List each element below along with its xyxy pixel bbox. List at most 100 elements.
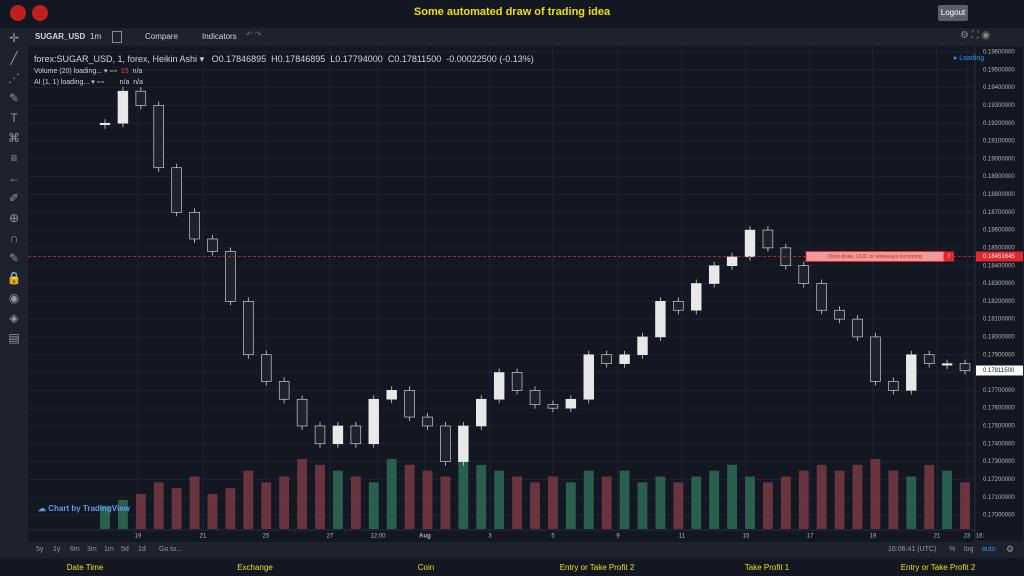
volume-bar bbox=[547, 476, 558, 529]
y-tick-label: 0.19100000 bbox=[983, 139, 1015, 145]
settings-icon[interactable]: ⚙ bbox=[1006, 544, 1015, 554]
logo-icon[interactable] bbox=[32, 5, 48, 21]
candle-body bbox=[726, 256, 738, 266]
log-toggle[interactable]: log bbox=[964, 546, 974, 553]
chart-type-button[interactable] bbox=[112, 31, 122, 43]
x-tick-label: 21 bbox=[200, 534, 207, 540]
compare-button[interactable]: Compare bbox=[145, 32, 178, 41]
legend-high: H0.17846895 bbox=[271, 54, 326, 64]
range-button[interactable]: 1d bbox=[138, 546, 146, 553]
candle-body bbox=[798, 265, 809, 284]
volume-bar bbox=[565, 482, 576, 529]
y-tick-label: 0.18500000 bbox=[983, 245, 1015, 251]
volume-bar bbox=[619, 470, 630, 529]
footer: Date Time Exchange Coin Entry or Take Profi… bbox=[0, 558, 1024, 576]
y-tick-label: 0.18700000 bbox=[983, 210, 1015, 216]
symbol-input[interactable]: SUGAR_USD bbox=[35, 32, 86, 41]
candle-body bbox=[691, 283, 702, 311]
legend-change: -0.00022500 (-0.13%) bbox=[446, 54, 534, 64]
clock: 16:06:41 (UTC) bbox=[888, 546, 937, 553]
volume-bar bbox=[780, 476, 791, 529]
volume-bar bbox=[601, 476, 612, 529]
settings-buttons[interactable]: ⚙ ⛶ ◉ bbox=[960, 30, 991, 41]
price-line-label: 0.18451645 bbox=[983, 254, 1015, 260]
range-button[interactable]: 5d bbox=[121, 546, 129, 553]
y-tick-label: 0.17400000 bbox=[983, 441, 1015, 447]
volume-bar bbox=[297, 459, 308, 529]
candle-body bbox=[386, 390, 397, 400]
candle-body bbox=[368, 398, 379, 445]
volume-bar bbox=[279, 476, 290, 529]
x-tick-label: 11 bbox=[679, 534, 686, 540]
volume-bar bbox=[315, 464, 325, 529]
y-tick-label: 0.19600000 bbox=[983, 50, 1015, 56]
candle-body bbox=[117, 90, 129, 124]
candle-body bbox=[243, 301, 254, 356]
x-tick-label: 16: bbox=[976, 534, 985, 540]
range-button[interactable]: 3m bbox=[87, 546, 97, 553]
volume-legend: Volume (20) loading... ▾ ▫▫▫ 15 n/a bbox=[34, 68, 143, 75]
y-tick-label: 0.17000000 bbox=[983, 513, 1015, 519]
y-tick-label: 0.18900000 bbox=[983, 174, 1015, 180]
loading-indicator: ● Loading bbox=[953, 55, 985, 62]
volume-bar bbox=[261, 482, 272, 529]
watermark: ☁ Chart by TradingView bbox=[38, 504, 130, 513]
volume-bar bbox=[852, 464, 863, 529]
price-line-label-bg bbox=[976, 251, 1023, 262]
candle-body bbox=[888, 381, 899, 391]
volume-bar bbox=[655, 476, 666, 529]
candle-body bbox=[529, 390, 541, 405]
volume-bar bbox=[440, 476, 451, 529]
indicators-button[interactable]: Indicators bbox=[202, 32, 237, 41]
volume-bar bbox=[888, 470, 899, 529]
price-axis bbox=[974, 46, 1024, 542]
volume-bar bbox=[816, 464, 827, 529]
range-button[interactable]: 5y bbox=[36, 546, 44, 553]
logo-icon[interactable] bbox=[10, 5, 26, 21]
drawing-tools[interactable]: ✛ ╱ ⋰ ✎ T ⌘ ≡ ← ✐ ⊕ ∩ ✎ 🔒 ◉ ◈ ▤ bbox=[0, 28, 28, 558]
candle-body bbox=[852, 318, 863, 338]
x-tick-label: 15 bbox=[743, 534, 750, 540]
volume-bar bbox=[153, 482, 164, 529]
percent-toggle[interactable]: % bbox=[949, 546, 956, 553]
candle-body bbox=[565, 398, 577, 409]
x-tick-label: 5 bbox=[551, 534, 555, 540]
ai-label: AI (1, 1) loading... bbox=[34, 79, 90, 86]
last-price-label: 0.17811500 bbox=[983, 368, 1015, 374]
x-tick-label: 27 bbox=[327, 534, 334, 540]
volume-bar bbox=[512, 476, 523, 529]
candle-body bbox=[278, 381, 290, 400]
range-button[interactable]: 6m bbox=[70, 546, 80, 553]
volume-bar bbox=[422, 470, 433, 529]
interval-button[interactable]: 1m bbox=[90, 32, 102, 41]
annotation-flag bbox=[944, 251, 954, 262]
candle-body bbox=[440, 425, 451, 462]
x-tick-label: 25 bbox=[263, 534, 270, 540]
volume-bar bbox=[530, 482, 540, 529]
candle-body bbox=[816, 283, 827, 311]
candle-body bbox=[296, 398, 308, 427]
y-tick-label: 0.17600000 bbox=[983, 406, 1015, 412]
range-button[interactable]: 1y bbox=[53, 546, 61, 553]
volume-bar bbox=[762, 482, 773, 529]
footer-column: Take Profit 1 bbox=[744, 563, 790, 572]
loading-text: Loading bbox=[959, 55, 985, 62]
candle-body bbox=[744, 229, 756, 258]
candle-body bbox=[834, 309, 845, 320]
volume-bar bbox=[171, 488, 182, 529]
logout-button[interactable]: Logout bbox=[938, 5, 968, 21]
x-tick-label: 21 bbox=[934, 534, 941, 540]
volume-na: n/a bbox=[132, 68, 143, 75]
y-tick-label: 0.17300000 bbox=[983, 459, 1015, 465]
undo-button[interactable]: ↶ ↷ bbox=[246, 30, 262, 39]
goto-button[interactable]: Go to... bbox=[159, 546, 182, 553]
y-tick-label: 0.18600000 bbox=[983, 228, 1015, 234]
y-tick-label: 0.19400000 bbox=[983, 85, 1015, 91]
annotation-text: Dont draw. CUC or sideways incoming bbox=[828, 254, 922, 260]
legend-symbol: forex:SUGAR_USD, 1, forex, Heikin Ashi bbox=[34, 54, 198, 64]
candle-body bbox=[476, 398, 487, 427]
auto-toggle[interactable]: auto bbox=[982, 546, 996, 553]
candle-body bbox=[261, 354, 272, 382]
range-button[interactable]: 1m bbox=[104, 546, 114, 553]
footer-column: Entry or Take Profit 2 bbox=[559, 563, 635, 572]
